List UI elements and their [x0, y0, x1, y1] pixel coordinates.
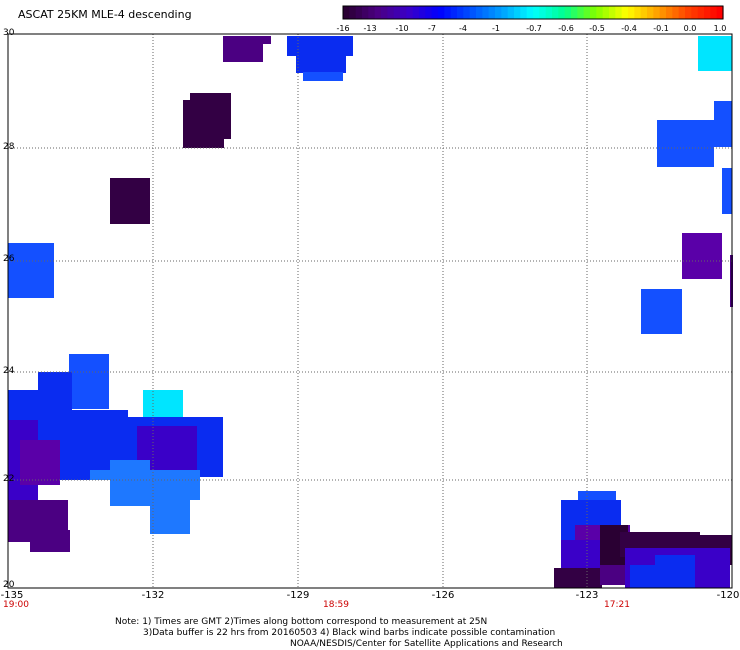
colorbar-label: -0.6	[558, 24, 574, 33]
lat-label: 30	[3, 28, 15, 38]
colorbar-segment	[526, 6, 534, 19]
colorbar-segment	[343, 6, 350, 19]
colorbar-segment	[419, 6, 426, 19]
colorbar-segment	[457, 6, 464, 19]
lat-label: 20	[3, 580, 15, 590]
colorbar-segment	[583, 6, 591, 19]
lon-label: -126	[431, 590, 455, 601]
lat-label: 24	[3, 366, 15, 376]
lon-label: -123	[575, 590, 599, 601]
colorbar-segment	[710, 6, 718, 19]
colorbar-segment	[362, 6, 369, 19]
colorbar-segment	[545, 6, 553, 19]
time-label: 19:00	[3, 600, 29, 610]
lat-label: 22	[3, 474, 15, 484]
colorbar-label: 0.0	[683, 24, 697, 33]
colorbar-segment	[444, 6, 452, 19]
colorbar-segment	[678, 6, 686, 19]
time-label: 18:59	[323, 600, 349, 610]
colorbar-label: -7	[428, 24, 436, 33]
colorbar-segment	[406, 6, 414, 19]
lat-label: 28	[3, 142, 15, 152]
colorbar-label: -16	[336, 24, 350, 33]
lat-label: 26	[3, 254, 15, 264]
colorbar-segment	[476, 6, 483, 19]
colorbar-segment	[628, 6, 635, 19]
colorbar-label: -1	[492, 24, 500, 33]
colorbar-segment	[393, 6, 401, 19]
note-line-2: 3)Data buffer is 22 hrs from 20160503 4)…	[143, 628, 556, 638]
data-cells	[8, 36, 733, 588]
colorbar-segment	[672, 6, 680, 19]
colorbar-segment	[704, 6, 711, 19]
colorbar-segment	[368, 6, 376, 19]
grid	[8, 34, 732, 588]
colorbar-segment	[438, 6, 445, 19]
colorbar-segment	[564, 6, 572, 19]
map-title: ASCAT 25KM MLE-4 descending	[18, 8, 192, 21]
colorbar-segment	[552, 6, 559, 19]
colorbar-segment	[609, 6, 616, 19]
colorbar-segment	[691, 6, 699, 19]
colorbar-label: -0.4	[621, 24, 637, 33]
colorbar-segment	[571, 6, 578, 19]
lon-label: -135	[0, 590, 24, 601]
colorbar-segment	[469, 6, 477, 19]
colorbar-segment	[659, 6, 667, 19]
colorbar-segment	[539, 6, 547, 19]
colorbar-label: -0.1	[653, 24, 669, 33]
colorbar-segment	[374, 6, 382, 19]
lon-label: -132	[141, 590, 165, 601]
colorbar-segment	[634, 6, 642, 19]
colorbar-segment	[507, 6, 515, 19]
colorbar-segment	[495, 6, 502, 19]
colorbar-segment	[400, 6, 407, 19]
colorbar-label: 1.0	[713, 24, 727, 33]
note-line-3: NOAA/NESDIS/Center for Satellite Applica…	[290, 639, 563, 649]
colorbar-segment	[488, 6, 496, 19]
colorbar-segment	[558, 6, 566, 19]
colorbar-segment	[520, 6, 528, 19]
colorbar-label: -0.5	[589, 24, 605, 33]
note-line-1: Note: 1) Times are GMT 2)Times along bot…	[115, 617, 488, 627]
colorbar-segment	[615, 6, 623, 19]
colorbar-segment	[387, 6, 395, 19]
colorbar	[343, 6, 724, 19]
colorbar-segment	[450, 6, 458, 19]
colorbar-segment	[640, 6, 648, 19]
colorbar-segment	[514, 6, 521, 19]
colorbar-label: -4	[459, 24, 467, 33]
colorbar-segment	[482, 6, 490, 19]
colorbar-segment	[425, 6, 433, 19]
colorbar-label: -10	[395, 24, 409, 33]
colorbar-label: -13	[363, 24, 377, 33]
colorbar-segment	[716, 6, 724, 19]
colorbar-label: -0.7	[526, 24, 542, 33]
colorbar-segment	[647, 6, 654, 19]
colorbar-segment	[590, 6, 597, 19]
colorbar-segment	[463, 6, 471, 19]
colorbar-segment	[602, 6, 610, 19]
lon-label: -129	[286, 590, 310, 601]
colorbar-segment	[666, 6, 673, 19]
colorbar-segment	[349, 6, 357, 19]
colorbar-segment	[381, 6, 388, 19]
colorbar-segment	[685, 6, 692, 19]
time-label: 17:21	[604, 600, 630, 610]
colorbar-segment	[501, 6, 509, 19]
colorbar-segment	[621, 6, 629, 19]
colorbar-segment	[596, 6, 604, 19]
colorbar-segment	[533, 6, 540, 19]
colorbar-segment	[355, 6, 363, 19]
colorbar-segment	[412, 6, 420, 19]
colorbar-segment	[653, 6, 661, 19]
colorbar-segment	[577, 6, 585, 19]
colorbar-segment	[431, 6, 439, 19]
colorbar-segment	[697, 6, 705, 19]
lon-label: -120	[716, 590, 740, 601]
